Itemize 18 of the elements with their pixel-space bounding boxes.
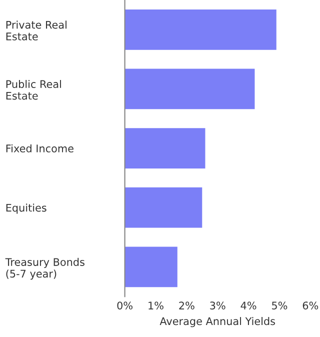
y-tick-label: Treasury Bonds (5-7 year) xyxy=(5,258,84,280)
x-tick-label: 0% xyxy=(117,302,132,310)
bar xyxy=(124,9,276,50)
x-axis-title: Average Annual Yields xyxy=(160,317,276,328)
y-tick-label: Public Real Estate xyxy=(6,80,61,100)
bar xyxy=(124,246,178,288)
x-tick-label: 6% xyxy=(302,302,318,310)
bar xyxy=(124,68,255,110)
y-tick-label: Equities xyxy=(6,204,46,214)
y-tick-label: Private Real Estate xyxy=(6,20,66,40)
x-tick-label: 5% xyxy=(272,302,288,310)
bar xyxy=(124,187,202,228)
x-tick-label: 1% xyxy=(148,302,164,310)
x-tick-label: 2% xyxy=(179,302,194,310)
x-tick-label: 4% xyxy=(240,302,256,310)
x-tick-label: 3% xyxy=(210,302,226,310)
bar xyxy=(124,128,206,168)
y-tick-label: Fixed Income xyxy=(6,144,74,152)
